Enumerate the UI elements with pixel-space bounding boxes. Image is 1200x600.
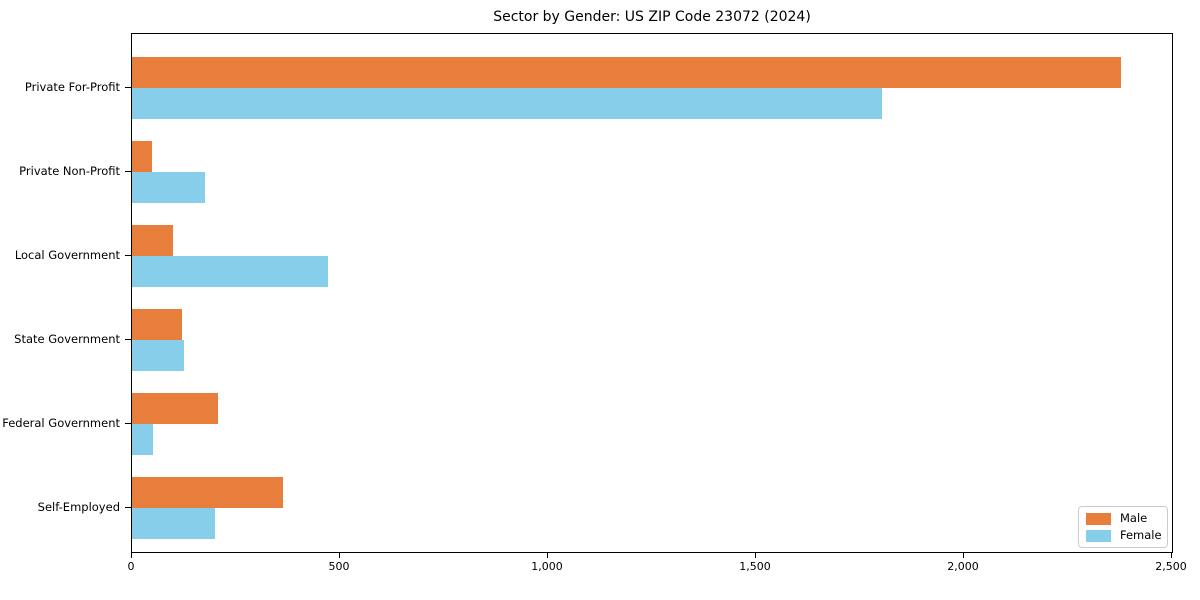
x-tick-label: 0	[127, 560, 135, 573]
bar-female-private-non-profit	[132, 172, 205, 203]
y-axis-label: State Government	[14, 332, 120, 346]
x-tick-mark	[963, 553, 964, 558]
y-axis-label: Federal Government	[2, 416, 120, 430]
legend-item-male: Male	[1086, 511, 1160, 526]
x-tick-label: 1,500	[739, 560, 771, 573]
y-tick-mark	[125, 423, 131, 424]
x-tick-mark	[755, 553, 756, 558]
bar-female-federal-government	[132, 424, 153, 455]
y-axis-label: Self-Employed	[37, 500, 120, 514]
x-tick-label: 2,500	[1155, 560, 1187, 573]
x-tick-label: 500	[328, 560, 350, 573]
y-tick-mark	[125, 507, 131, 508]
x-tick-mark	[1171, 553, 1172, 558]
x-tick-label: 2,000	[947, 560, 979, 573]
bar-male-self-employed	[132, 477, 283, 508]
y-tick-mark	[125, 255, 131, 256]
plot-area	[131, 33, 1173, 553]
x-tick-mark	[339, 553, 340, 558]
y-tick-mark	[125, 87, 131, 88]
y-axis-label: Private Non-Profit	[19, 164, 120, 178]
x-tick-mark	[131, 553, 132, 558]
y-axis-label: Local Government	[14, 248, 120, 262]
chart-title: Sector by Gender: US ZIP Code 23072 (202…	[493, 9, 811, 25]
y-tick-mark	[125, 339, 131, 340]
bar-male-federal-government	[132, 393, 218, 424]
x-tick-label: 1,000	[531, 560, 563, 573]
bar-female-state-government	[132, 340, 184, 371]
x-tick-mark	[547, 553, 548, 558]
bar-male-state-government	[132, 309, 182, 340]
legend: Male Female	[1078, 506, 1168, 548]
bar-female-private-for-profit	[132, 88, 882, 119]
bar-male-local-government	[132, 225, 173, 256]
male-swatch-icon	[1086, 512, 1111, 525]
legend-label-female: Female	[1120, 528, 1162, 542]
bar-male-private-non-profit	[132, 141, 152, 172]
bar-female-self-employed	[132, 508, 215, 539]
female-swatch-icon	[1086, 529, 1111, 542]
bar-female-local-government	[132, 256, 328, 287]
y-tick-mark	[125, 171, 131, 172]
y-axis-label: Private For-Profit	[24, 80, 120, 94]
bar-male-private-for-profit	[132, 57, 1121, 88]
legend-item-female: Female	[1086, 528, 1162, 543]
legend-label-male: Male	[1120, 511, 1148, 525]
